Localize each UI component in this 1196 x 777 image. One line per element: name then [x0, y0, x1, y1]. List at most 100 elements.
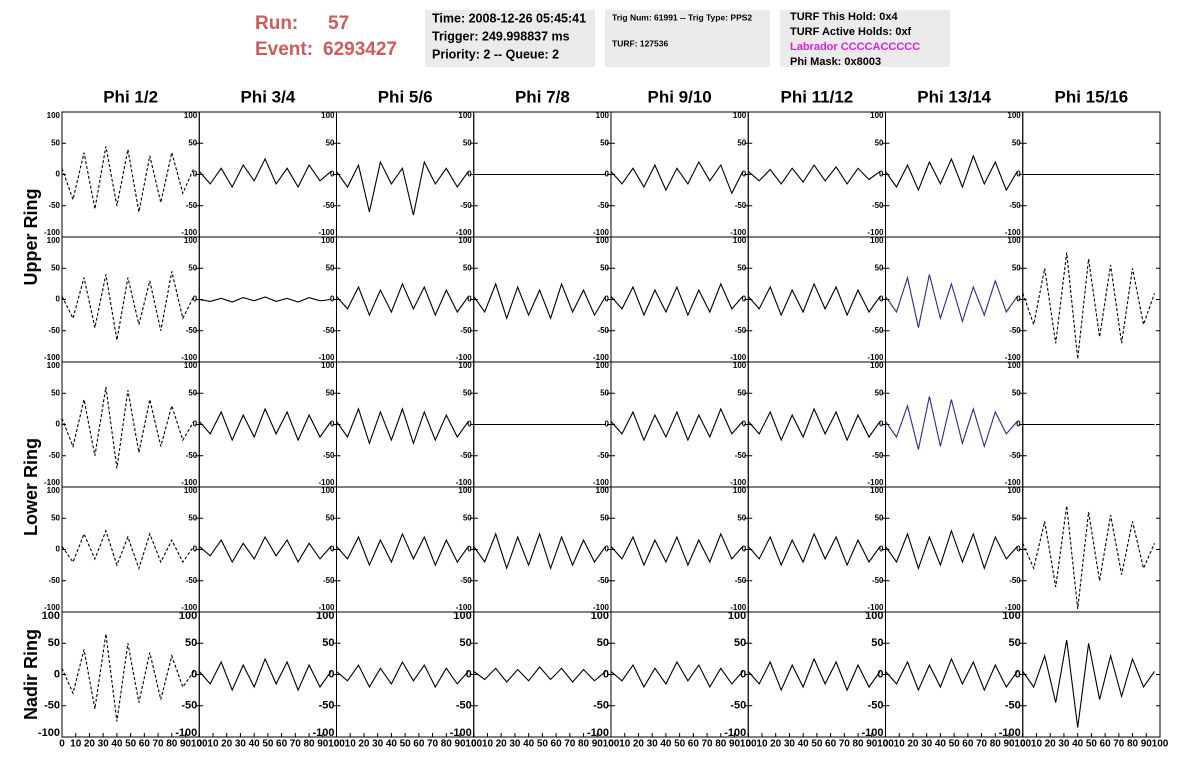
x-tick-label: 90	[454, 739, 466, 750]
y-tick-label: 100	[184, 361, 198, 370]
y-tick-label: -50	[48, 201, 60, 210]
y-tick-label: 50	[1012, 138, 1021, 147]
waveform	[885, 274, 1018, 328]
x-tick-label: 80	[303, 739, 315, 750]
waveform	[1022, 505, 1156, 609]
y-tick-label: -50	[319, 700, 335, 712]
x-tick-label: 40	[523, 739, 535, 750]
waveform	[885, 396, 1018, 450]
x-tick-label: 90	[317, 739, 329, 750]
y-tick-label: -50	[323, 451, 335, 460]
waveform	[473, 282, 606, 321]
y-tick-label: 100	[47, 361, 61, 370]
waveform	[885, 529, 1018, 571]
y-tick-label: 50	[48, 637, 60, 649]
x-tick-label: 20	[84, 739, 96, 750]
y-tick-label: 0	[603, 668, 609, 680]
y-tick-label: -50	[872, 201, 884, 210]
y-tick-label: 0	[330, 295, 335, 304]
column-header: Phi 3/4	[240, 87, 295, 106]
y-tick-label: 50	[463, 138, 472, 147]
y-tick-label: 50	[188, 513, 197, 522]
waveform	[61, 146, 195, 213]
waveform	[747, 282, 881, 317]
panel-frame	[1022, 236, 1161, 363]
y-tick-label: -50	[460, 576, 472, 585]
y-tick-label: -100	[44, 603, 61, 612]
x-tick-label: 90	[592, 739, 604, 750]
y-tick-label: 0	[193, 545, 198, 554]
x-tick-label: 10	[894, 739, 906, 750]
x-tick-label: 70	[153, 739, 165, 750]
y-tick-label: 100	[1007, 111, 1021, 120]
y-tick-label: 50	[326, 388, 335, 397]
x-tick-label: 80	[715, 739, 727, 750]
waveform	[198, 535, 332, 564]
y-tick-label: -100	[1005, 228, 1022, 237]
y-tick-label: 100	[728, 610, 746, 622]
x-tick-label: 60	[962, 739, 974, 750]
y-tick-label: 50	[600, 263, 609, 272]
y-tick-label: -100	[318, 353, 335, 362]
x-tick-label: 100	[1014, 739, 1031, 750]
panel-frame	[1022, 486, 1161, 613]
y-tick-label: 0	[742, 420, 747, 429]
x-tick-label: 50	[400, 739, 412, 750]
x-tick-label: 20	[633, 739, 645, 750]
waveform	[336, 160, 469, 216]
y-tick-label: -100	[867, 603, 884, 612]
y-tick-label: 0	[193, 420, 198, 429]
panel-frame	[473, 236, 612, 363]
y-tick-label: 100	[870, 361, 884, 370]
y-tick-label: -50	[735, 451, 747, 460]
y-tick-label: 50	[600, 388, 609, 397]
panel-frame	[336, 486, 475, 613]
waveform	[61, 633, 195, 722]
y-tick-label: 100	[321, 361, 335, 370]
y-tick-label: -50	[44, 700, 60, 712]
panel-frame	[61, 111, 200, 238]
y-tick-label: 0	[466, 668, 472, 680]
info-line: Priority: 2 -- Queue: 2	[432, 47, 559, 61]
x-tick-label: 10	[207, 739, 219, 750]
y-tick-label: 0	[1016, 545, 1021, 554]
x-tick-label: 40	[798, 739, 810, 750]
y-tick-label: 0	[742, 295, 747, 304]
x-tick-label: 50	[1086, 739, 1098, 750]
y-tick-label: 0	[328, 668, 334, 680]
x-tick-label: 20	[496, 739, 508, 750]
info-box	[780, 10, 950, 67]
x-tick-label: 70	[839, 739, 851, 750]
info-line: Trigger: 249.998837 ms	[432, 29, 570, 43]
waveform	[336, 532, 469, 567]
y-tick-label: 50	[875, 513, 884, 522]
x-tick-label: 50	[949, 739, 961, 750]
y-tick-label: -100	[999, 727, 1021, 739]
y-tick-label: 100	[47, 111, 61, 120]
waveform	[610, 407, 744, 442]
y-tick-label: 50	[875, 138, 884, 147]
y-tick-label: -50	[735, 201, 747, 210]
y-tick-label: 50	[1009, 637, 1021, 649]
y-tick-label: 0	[193, 295, 198, 304]
y-tick-label: 100	[321, 236, 335, 245]
waveform	[61, 271, 195, 341]
x-tick-label: 30	[784, 739, 796, 750]
x-tick-label: 100	[191, 739, 208, 750]
x-tick-label: 80	[990, 739, 1002, 750]
y-tick-label: -100	[312, 727, 334, 739]
y-tick-label: 50	[463, 263, 472, 272]
y-tick-label: 50	[734, 637, 746, 649]
panel-frame	[747, 111, 886, 238]
waveform	[610, 160, 744, 195]
info-line: Phi Mask: 0x8003	[790, 56, 881, 68]
y-tick-label: 100	[458, 361, 472, 370]
x-tick-label: 10	[1031, 739, 1043, 750]
y-tick-label: -100	[867, 353, 884, 362]
y-tick-label: 100	[321, 486, 335, 495]
y-tick-label: -100	[730, 478, 747, 487]
y-tick-label: 100	[596, 361, 610, 370]
x-tick-label: 70	[1113, 739, 1125, 750]
y-tick-label: 50	[871, 637, 883, 649]
y-tick-label: -100	[38, 727, 60, 739]
